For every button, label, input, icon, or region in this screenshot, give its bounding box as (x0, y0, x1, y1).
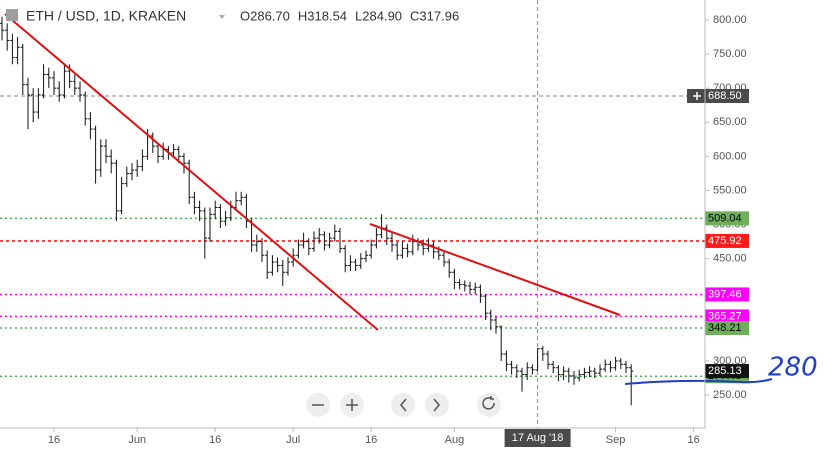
last-price-label: 285.13 (708, 365, 742, 377)
icon (482, 396, 495, 410)
legend-value: C317.96 (410, 8, 459, 23)
crosshair-price-box (687, 89, 749, 104)
x-tick-label: 16 (365, 434, 377, 446)
x-tick-label: 16 (687, 434, 699, 446)
price-line-label: 365.27 (708, 310, 742, 322)
plot-area: 250.00300.00350.00400.00450.00500.00550.… (0, 0, 749, 447)
legend-value: O286.70 (240, 8, 290, 23)
scroll-left-button[interactable] (391, 393, 415, 417)
zoom-toolbar (306, 393, 501, 417)
crosshair-plus (693, 92, 701, 101)
y-tick-label: 800.00 (713, 14, 747, 26)
price-line-label-box (705, 309, 749, 324)
dropdown-arrow[interactable] (219, 15, 225, 19)
price-line-label-box (705, 287, 749, 302)
x-tick-label: 16 (48, 434, 60, 446)
trendline (369, 223, 621, 316)
icon (433, 398, 440, 412)
legend-value: H318.54 (298, 8, 347, 23)
y-tick-label: 550.00 (713, 184, 747, 196)
crosshair-date-box (504, 429, 571, 447)
last-price-label-box (705, 364, 749, 379)
x-tick-label: Aug (445, 434, 465, 446)
price-line-label: 475.92 (708, 235, 742, 247)
icon (400, 398, 407, 412)
y-tick-label: 600.00 (713, 150, 747, 162)
price-line-label: 397.46 (708, 288, 742, 300)
price-line-label-box (705, 211, 749, 226)
y-tick-label: 750.00 (713, 48, 747, 60)
price-line-label-box (705, 233, 749, 248)
y-tick-label: 450.00 (713, 253, 747, 265)
handwritten-annotation: 280 (768, 353, 818, 383)
y-tick-label: 650.00 (713, 116, 747, 128)
y-tick-label: 250.00 (713, 389, 747, 401)
legend-value: L284.90 (355, 8, 402, 23)
scroll-right-button[interactable] (425, 393, 449, 417)
x-tick-label: 16 (209, 434, 221, 446)
symbol-icon (6, 9, 18, 21)
reset-button[interactable] (477, 393, 501, 417)
x-tick-label: Jul (286, 434, 300, 446)
price-line-label: 509.04 (708, 212, 742, 224)
crosshair-price: 688.50 (708, 90, 742, 102)
crosshair-date: 17 Aug '18 (512, 432, 564, 444)
price-line-label-box (705, 321, 749, 336)
trendline (4, 13, 379, 331)
handwritten-line (624, 378, 773, 385)
symbol-title[interactable]: ETH / USD, 1D, KRAKEN (26, 8, 186, 24)
x-tick-label: Sep (606, 434, 626, 446)
y-tick-label: 300.00 (713, 355, 747, 367)
icon (346, 399, 358, 411)
ohlc-legend: O286.70 H318.54 L284.90 C317.96 (240, 8, 459, 23)
x-tick-label: Jun (128, 434, 146, 446)
price-line-label: 348.21 (708, 322, 742, 334)
